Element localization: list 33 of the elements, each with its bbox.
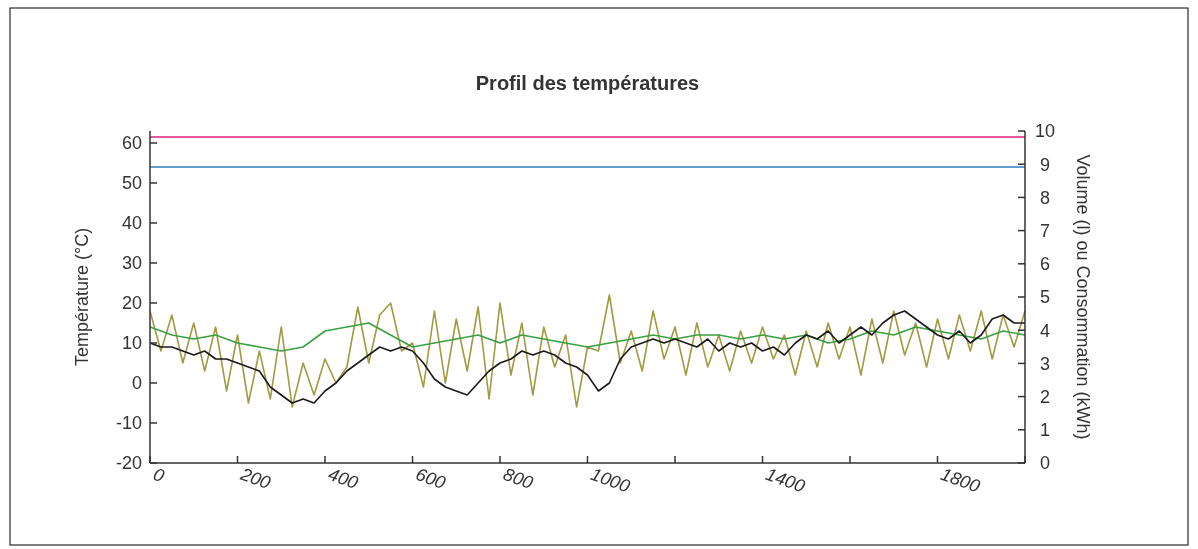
- y2-tick-label: 3: [1039, 353, 1051, 374]
- y-axis-title: Température (°C): [72, 227, 92, 367]
- y2-tick-label: 5: [1039, 287, 1051, 308]
- y2-tick-label: 4: [1039, 320, 1051, 341]
- x-tick-label: 600: [413, 463, 449, 494]
- y-tick-label: 40: [121, 213, 142, 234]
- x-tick-label: 200: [237, 463, 274, 494]
- y-tick-label: 50: [121, 173, 142, 194]
- x-tick-label: 1000: [588, 463, 633, 497]
- y-tick-label: 30: [121, 253, 142, 274]
- y2-tick-label: 1: [1039, 420, 1051, 441]
- y-tick-label: -20: [115, 453, 142, 474]
- y2-tick-label: 8: [1039, 187, 1051, 208]
- y2-tick-label: 9: [1039, 154, 1051, 175]
- y2-tick-label: 2: [1039, 386, 1051, 407]
- line-series: [149, 294, 1026, 408]
- y2-axis-title: Volume (l) ou Consommation (kWh): [1073, 154, 1093, 440]
- y2-tick-label: 6: [1039, 254, 1051, 275]
- y-tick-label: 10: [121, 333, 142, 354]
- x-tick-label: 800: [500, 463, 536, 494]
- y2-tick-label: 10: [1034, 121, 1056, 142]
- y-tick-label: -10: [115, 413, 142, 434]
- y-tick-label: 0: [131, 373, 142, 394]
- line-series: [149, 322, 1026, 352]
- y2-tick-label: 7: [1039, 220, 1051, 241]
- chart-title: Profil des températures: [475, 72, 700, 94]
- y-tick-label: 60: [121, 133, 142, 154]
- y-tick-label: 20: [121, 293, 142, 314]
- x-tick-label: 1800: [938, 463, 983, 497]
- x-tick-label: 1400: [763, 463, 808, 497]
- x-tick-label: 0: [150, 463, 167, 487]
- x-tick-label: 400: [325, 463, 361, 494]
- line-series: [149, 310, 1026, 404]
